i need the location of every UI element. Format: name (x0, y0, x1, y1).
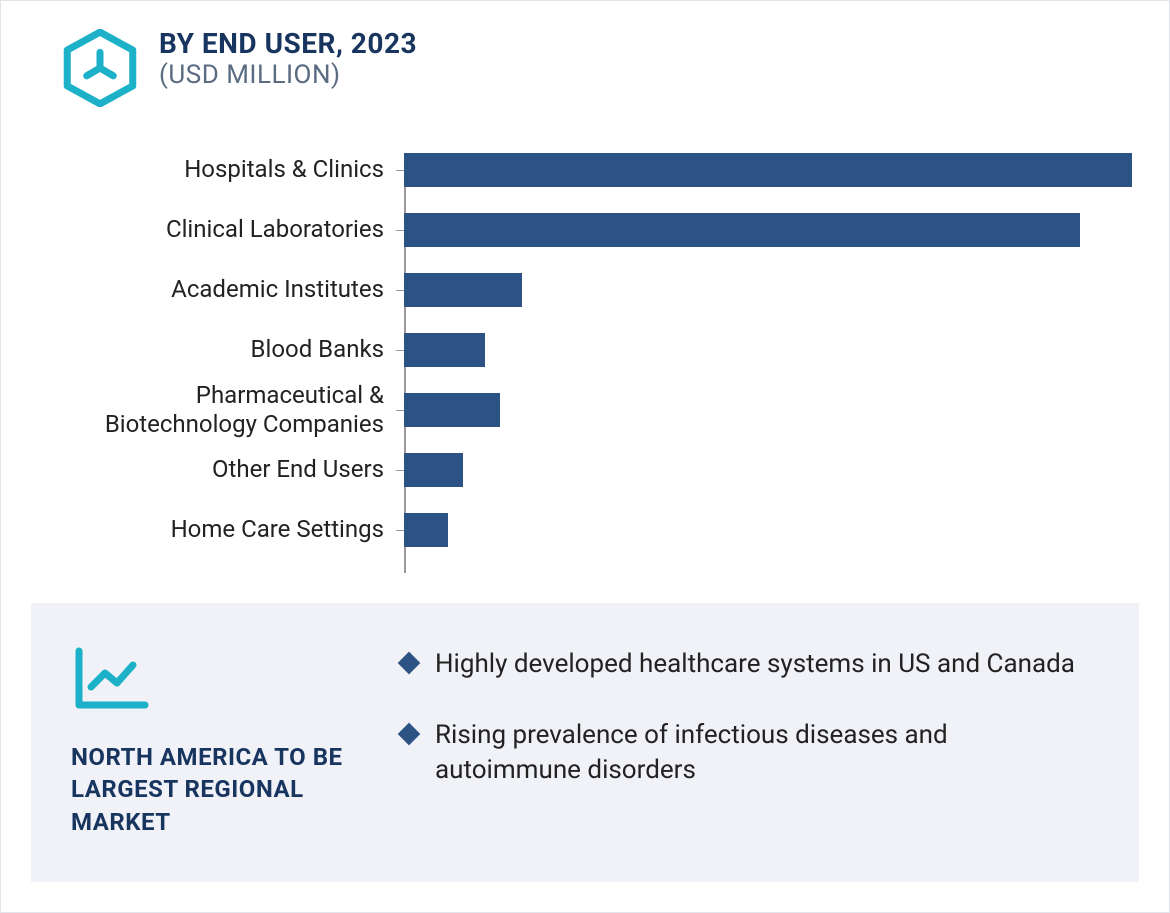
bar-track (404, 273, 1139, 307)
bar-track (404, 453, 1139, 487)
bar-label: Clinical Laboratories (1, 215, 396, 244)
bar-track (404, 393, 1139, 427)
axis-tick (396, 170, 404, 171)
bullet-text: Rising prevalence of infectious diseases… (435, 718, 1099, 788)
axis-tick (396, 230, 404, 231)
bar (404, 273, 522, 307)
bar-label: Blood Banks (1, 335, 396, 364)
infographic-card: BY END USER, 2023 (USD MILLION) Hospital… (0, 0, 1170, 913)
bar-track (404, 333, 1139, 367)
diamond-bullet-icon (398, 723, 421, 746)
subtitle: (USD MILLION) (159, 60, 417, 90)
footer-title: NORTH AMERICA TO BE LARGEST REGIONAL MAR… (71, 741, 381, 838)
bar-label: Pharmaceutical &Biotechnology Companies (1, 381, 396, 440)
bar-label: Academic Institutes (1, 275, 396, 304)
footer-panel: NORTH AMERICA TO BE LARGEST REGIONAL MAR… (31, 603, 1139, 882)
bar (404, 513, 448, 547)
axis-tick (396, 530, 404, 531)
bar-label: Hospitals & Clinics (1, 155, 396, 184)
footer-left: NORTH AMERICA TO BE LARGEST REGIONAL MAR… (71, 643, 401, 838)
title-block: BY END USER, 2023 (USD MILLION) (159, 27, 417, 90)
bar-label: Home Care Settings (1, 515, 396, 544)
hexagon-cube-icon (61, 29, 139, 111)
bullet-row: Highly developed healthcare systems in U… (401, 647, 1099, 682)
diamond-bullet-icon (398, 652, 421, 675)
bar-chart: Hospitals & Clinics Clinical Laboratories… (1, 153, 1169, 573)
chart-row: Pharmaceutical &Biotechnology Companies (1, 393, 1169, 427)
bar (404, 153, 1132, 187)
line-chart-icon (71, 643, 381, 717)
axis-tick (396, 410, 404, 411)
bullet-row: Rising prevalence of infectious diseases… (401, 718, 1099, 788)
chart-row: Clinical Laboratories (1, 213, 1169, 247)
bar (404, 393, 500, 427)
bullet-text: Highly developed healthcare systems in U… (435, 647, 1075, 682)
chart-row: Home Care Settings (1, 513, 1169, 547)
chart-row: Hospitals & Clinics (1, 153, 1169, 187)
bar (404, 333, 485, 367)
chart-row: Academic Institutes (1, 273, 1169, 307)
bar-track (404, 213, 1139, 247)
axis-tick (396, 290, 404, 291)
title: BY END USER, 2023 (159, 27, 417, 60)
bar (404, 453, 463, 487)
axis-tick (396, 350, 404, 351)
bar (404, 213, 1080, 247)
footer-bullets: Highly developed healthcare systems in U… (401, 643, 1099, 838)
bar-track (404, 153, 1139, 187)
chart-row: Other End Users (1, 453, 1169, 487)
chart-row: Blood Banks (1, 333, 1169, 367)
header: BY END USER, 2023 (USD MILLION) (1, 1, 1169, 111)
bar-label: Other End Users (1, 455, 396, 484)
axis-tick (396, 470, 404, 471)
bar-track (404, 513, 1139, 547)
